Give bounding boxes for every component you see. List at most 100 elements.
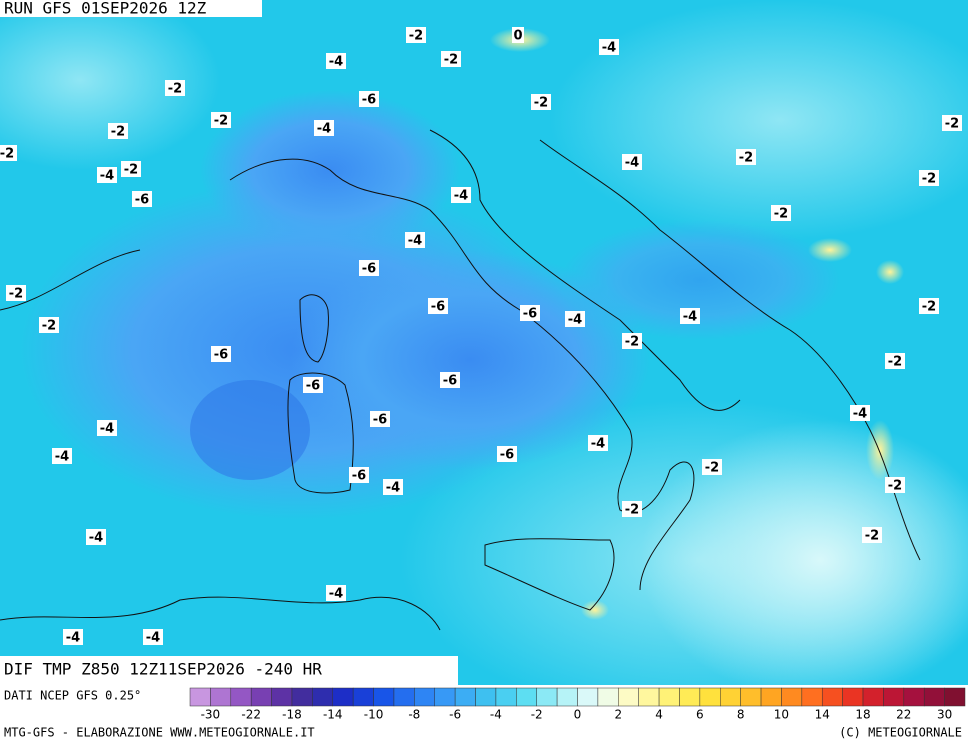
colorbar-swatch <box>352 687 374 707</box>
contour-label-box <box>702 459 722 475</box>
contour-label: -2 <box>922 300 936 315</box>
contour-label: -2 <box>124 163 138 178</box>
colorbar-label: -2 <box>531 708 543 722</box>
contour-label: -6 <box>135 193 149 208</box>
contour-label: -4 <box>66 631 80 646</box>
colorbar-swatch <box>923 687 945 707</box>
contour-label: -4 <box>625 156 639 171</box>
contour-label-box <box>108 123 128 139</box>
contour-label-box <box>6 285 26 301</box>
colorbar-label: -6 <box>449 708 461 722</box>
colorbar: -30 -22 -18 -14 -10 -8 -6 -4 -2 0 2 4 6 8 10 14 18 22 30 <box>189 687 966 722</box>
contour-label: -6 <box>362 262 376 277</box>
contour-label-box <box>919 170 939 186</box>
colorbar-label: 18 <box>855 708 870 722</box>
colorbar-swatch <box>679 687 701 707</box>
contour-label: -2 <box>444 53 458 68</box>
contour-label: -2 <box>625 503 639 518</box>
colorbar-swatch <box>271 687 293 707</box>
colorbar-label: 14 <box>815 708 830 722</box>
colorbar-label: 2 <box>614 708 622 722</box>
contour-label-box <box>349 467 369 483</box>
colorbar-label: -8 <box>408 708 420 722</box>
contour-label-box <box>326 585 346 601</box>
colorbar-swatch <box>638 687 660 707</box>
colorbar-swatch <box>393 687 415 707</box>
contour-label: -4 <box>386 481 400 496</box>
contour-label: -2 <box>42 319 56 334</box>
contour-label: -2 <box>111 125 125 140</box>
contour-label-box <box>121 161 141 177</box>
colorbar-label: -4 <box>490 708 502 722</box>
colorbar-label: 30 <box>937 708 952 722</box>
colorbar-swatch <box>883 687 905 707</box>
contour-label: -6 <box>443 374 457 389</box>
colorbar-label: 4 <box>655 708 663 722</box>
colorbar-label: 10 <box>774 708 789 722</box>
coastlines <box>0 129 921 631</box>
contour-label-box <box>86 529 106 545</box>
contour-label: -6 <box>306 379 320 394</box>
contour-label-box <box>512 27 524 43</box>
contour-label: -4 <box>853 407 867 422</box>
contour-label-box <box>531 94 551 110</box>
colorbar-swatch <box>434 687 456 707</box>
colorbar-swatch <box>454 687 476 707</box>
contour-label-box <box>497 446 517 462</box>
colorbar-label: -18 <box>282 708 302 722</box>
contour-label-box <box>143 629 163 645</box>
contour-label-box <box>736 149 756 165</box>
contour-label-box <box>942 115 962 131</box>
contour-label: -4 <box>602 41 616 56</box>
contour-label-box <box>441 51 461 67</box>
colorbar-swatch <box>740 687 762 707</box>
contour-label-box <box>39 317 59 333</box>
colorbar-label: 0 <box>574 708 582 722</box>
contour-label: -6 <box>373 413 387 428</box>
contour-label-box <box>885 353 905 369</box>
contour-labels: -2 0-4-4 -2-2-6 -2-2-4-2-2-2-2-4-4 -2-2-6 -4-… <box>0 27 962 646</box>
contour-label: -4 <box>89 531 103 546</box>
contour-label: -2 <box>625 335 639 350</box>
contour-label: -4 <box>408 234 422 249</box>
source-label: DATI NCEP GFS 0.25° <box>4 689 141 703</box>
contour-label: -2 <box>922 172 936 187</box>
contour-label: -6 <box>352 469 366 484</box>
contour-label-box <box>303 377 323 393</box>
contour-label: 0 <box>513 29 522 44</box>
colorbar-label: -14 <box>323 708 343 722</box>
contour-label: -6 <box>214 348 228 363</box>
contour-label: -4 <box>591 437 605 452</box>
contour-label-box <box>165 80 185 96</box>
contour-label-box <box>97 420 117 436</box>
contour-label: -4 <box>100 422 114 437</box>
contour-label-box <box>919 298 939 314</box>
contour-label-box <box>52 448 72 464</box>
contour-label-box <box>440 372 460 388</box>
contour-label: -6 <box>431 300 445 315</box>
contour-label: -2 <box>0 147 14 162</box>
run-label: RUN GFS 01SEP2026 12Z <box>4 0 207 18</box>
contour-label: -4 <box>100 169 114 184</box>
colorbar-swatch <box>658 687 680 707</box>
colorbar-swatch <box>495 687 517 707</box>
colorbar-swatch <box>862 687 884 707</box>
colorbar-swatch <box>821 687 843 707</box>
colorbar-swatch <box>699 687 721 707</box>
colorbar-swatch <box>618 687 639 707</box>
contour-label: -2 <box>865 529 879 544</box>
contour-label: -4 <box>568 313 582 328</box>
colorbar-swatch <box>944 687 966 707</box>
contour-label: -4 <box>317 122 331 137</box>
contour-label: -2 <box>888 479 902 494</box>
colorbar-swatch <box>556 687 578 707</box>
contour-label-box <box>211 346 231 362</box>
colorbar-swatch <box>210 687 232 707</box>
colorbar-label: 8 <box>737 708 745 722</box>
title-boxes: RUN GFS 01SEP2026 12Z DIF TMP Z850 12Z11… <box>0 0 458 685</box>
contour-label: -4 <box>454 189 468 204</box>
contour-label: -2 <box>945 117 959 132</box>
contour-label-box <box>314 120 334 136</box>
